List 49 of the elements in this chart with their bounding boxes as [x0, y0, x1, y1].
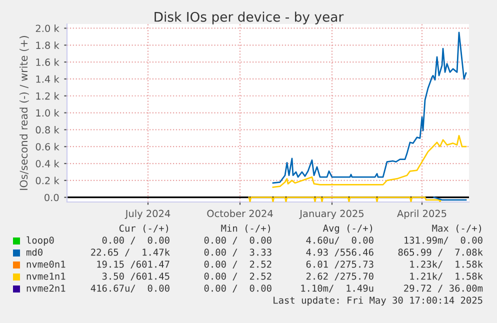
y-axis-title: IOs/second read (-) / write (+)	[20, 36, 29, 190]
legend-label: nvme2n1	[26, 284, 66, 292]
chart-title: Disk IOs per device - by year	[154, 12, 344, 24]
y-tick-label: 1.4 k	[36, 75, 60, 83]
text: Last update: Fri May 30 17:00:14 2025	[274, 296, 482, 306]
text: 29.72 / 36.00m	[404, 284, 483, 293]
y-tick-label: 1.6 k	[36, 58, 60, 66]
text: 6.01 /275.73	[306, 260, 374, 269]
y-tick-label: 2.0 k	[36, 24, 60, 32]
x-tick-label: July 2024	[124, 210, 170, 220]
y-tick-label: 0.2 k	[36, 176, 60, 184]
y-tick-label: 1.2 k	[36, 92, 60, 100]
text: Max (-/+)	[432, 224, 482, 233]
text: 19.15 /601.47	[97, 260, 170, 269]
text: 1.10m/ 1.49u	[301, 284, 374, 293]
text: 131.99m/ 0.00	[404, 236, 482, 245]
text: 22.65 / 1.47k	[91, 248, 170, 257]
x-tick-label: April 2025	[397, 210, 446, 220]
y-tick-label: 1.0 k	[36, 109, 60, 117]
text: 0.00 / 3.33	[204, 248, 272, 257]
text: Cur (-/+)	[119, 224, 168, 233]
text: 1.21k/ 1.58k	[410, 272, 483, 281]
text: 0.00 / 2.52	[204, 272, 272, 281]
text: 416.67u/ 0.00	[90, 284, 170, 293]
text: 0.00 / 0.00	[102, 236, 170, 245]
legend-label: loop0	[26, 236, 54, 246]
y-tick-label: 0.4 k	[36, 160, 60, 168]
text: Min (-/+)	[221, 224, 270, 233]
y-tick-label: 0.8 k	[36, 126, 60, 134]
text: 4.93 /556.46	[306, 248, 374, 257]
text: 0.00 / 2.52	[204, 260, 272, 269]
legend-label: md0	[26, 248, 42, 256]
text: 0.00 / 0.00	[204, 236, 272, 245]
y-tick-label: 0.6 k	[36, 142, 60, 150]
text: 4.60u/ 0.00	[306, 236, 374, 245]
legend-label: nvme1n1	[26, 272, 66, 280]
text: 1.23k/ 1.58k	[410, 260, 483, 269]
text: 0.00 / 0.00	[204, 284, 272, 293]
text: 865.99 / 7.08k	[398, 248, 483, 257]
line-series	[272, 134, 467, 188]
y-tick-label: 1.8 k	[36, 41, 60, 49]
y-tick-label: 0.0	[44, 194, 59, 202]
text: 2.62 /275.70	[306, 272, 374, 281]
text: Avg (-/+)	[323, 224, 372, 234]
legend-label: nvme0n1	[26, 260, 66, 268]
text: 3.50 /601.45	[102, 272, 170, 281]
line-series	[272, 32, 467, 184]
x-tick-label: October 2024	[207, 210, 273, 218]
x-tick-label: January 2025	[299, 210, 364, 220]
